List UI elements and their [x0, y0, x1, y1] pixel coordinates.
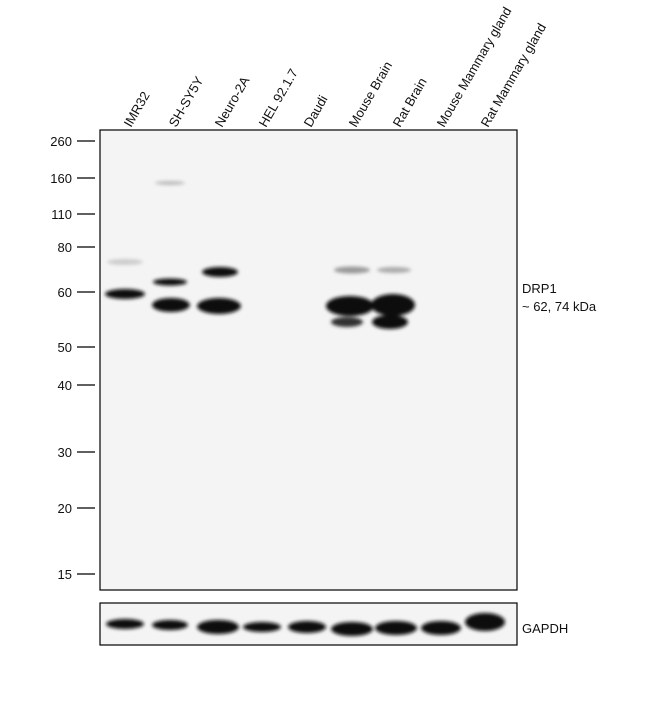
lane-labels: IMR32 SH-SY5Y Neuro-2A HEL 92.1.7 Daudi Mouse… — [121, 4, 550, 129]
lane-label: Neuro-2A — [212, 74, 253, 130]
marker-label: 80 — [58, 240, 72, 255]
marker-label: 15 — [58, 567, 72, 582]
lane-label: Mouse Brain — [346, 59, 395, 130]
marker-label: 60 — [58, 285, 72, 300]
marker-label: 110 — [51, 207, 72, 222]
marker-label: 50 — [58, 340, 72, 355]
marker-label: 20 — [58, 501, 72, 516]
marker-label: 260 — [50, 134, 72, 149]
lane-label: Mouse Mammary gland — [434, 4, 515, 129]
marker-ladder: 260 160 110 80 60 50 40 30 20 15 — [50, 134, 95, 582]
lane-label: SH-SY5Y — [166, 74, 207, 130]
lane-label: IMR32 — [121, 89, 153, 130]
loading-control-label: GAPDH — [522, 621, 568, 636]
target-name: DRP1 — [522, 281, 557, 296]
main-blot — [99, 129, 518, 591]
lane-label: HEL 92.1.7 — [256, 66, 301, 129]
lane-label: Rat Brain — [390, 75, 430, 129]
marker-label: 160 — [50, 171, 72, 186]
marker-label: 40 — [58, 378, 72, 393]
marker-label: 30 — [58, 445, 72, 460]
lane-label: Daudi — [301, 92, 331, 129]
bands — [105, 181, 505, 636]
target-size: ~ 62, 74 kDa — [522, 299, 597, 314]
